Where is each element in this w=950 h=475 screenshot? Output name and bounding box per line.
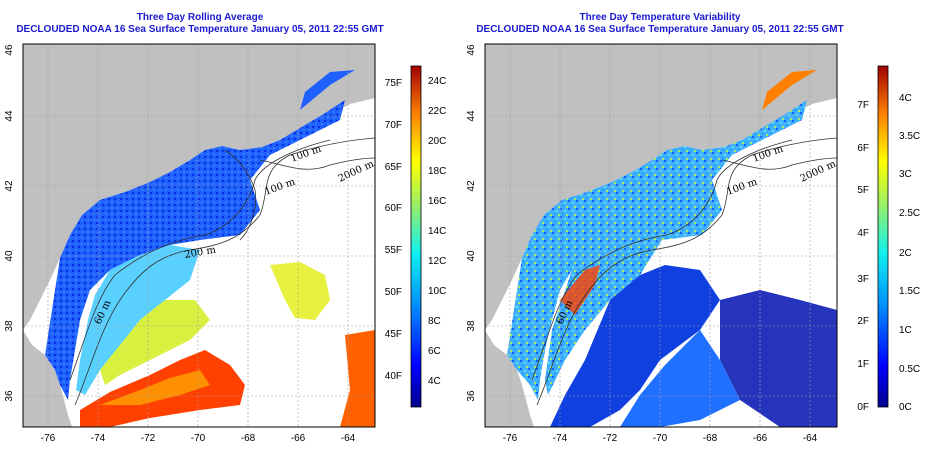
left-map-gridlines xyxy=(23,44,375,427)
right-colorbar-c-label: 3.5C xyxy=(899,131,920,142)
right-lat-label-36: 36 xyxy=(466,390,477,402)
left-colorbar-f-label: 50F xyxy=(385,287,402,298)
right-colorbar: 7F 6F 5F 4F 3F 2F 1F 0F 4C 3.5C 3C 2.5C … xyxy=(857,65,920,413)
left-lon-label-76: -76 xyxy=(41,433,56,444)
right-colorbar-f-label: 3F xyxy=(857,274,869,285)
left-lon-label-64: -64 xyxy=(341,433,356,444)
right-colorbar-c-label: 0C xyxy=(899,402,912,413)
left-lon-label-74: -74 xyxy=(91,433,106,444)
right-lon-label-64: -64 xyxy=(803,433,818,444)
left-lat-label-44: 44 xyxy=(4,110,15,122)
left-lon-label-68: -68 xyxy=(241,433,256,444)
right-lat-label-38: 38 xyxy=(466,320,477,332)
left-colorbar-f-label: 40F xyxy=(385,371,402,382)
right-colorbar-c-label: 1C xyxy=(899,325,912,336)
left-lat-label-42: 42 xyxy=(4,180,15,192)
left-lon-label-66: -66 xyxy=(291,433,306,444)
right-map: 100 m 2000 m 100 m 60 m -76 -74 -72 -70 … xyxy=(466,43,838,444)
left-lat-label-40: 40 xyxy=(4,250,15,262)
left-colorbar-f-label: 55F xyxy=(385,245,402,256)
right-lon-label-76: -76 xyxy=(503,433,518,444)
left-colorbar-c-label: 16C xyxy=(428,196,446,207)
right-colorbar-c-label: 2C xyxy=(899,248,912,259)
right-colorbar-c-label: 2.5C xyxy=(899,208,920,219)
left-lat-label-38: 38 xyxy=(4,320,15,332)
left-lon-label-72: -72 xyxy=(141,433,156,444)
left-lon-label-70: -70 xyxy=(191,433,206,444)
right-lon-label-74: -74 xyxy=(553,433,568,444)
left-colorbar: 75F 70F 65F 60F 55F 50F 45F 40F 24C 22C … xyxy=(385,65,446,408)
right-lon-label-68: -68 xyxy=(703,433,718,444)
right-panel-title-line2: DECLOUDED NOAA 16 Sea Surface Temperatur… xyxy=(476,24,844,35)
right-land-mass xyxy=(485,44,837,330)
right-colorbar-f-label: 2F xyxy=(857,316,869,327)
left-colorbar-f-label: 75F xyxy=(385,78,402,89)
right-lat-label-40: 40 xyxy=(466,250,477,262)
right-colorbar-f-label: 5F xyxy=(857,185,869,196)
left-colorbar-c-label: 12C xyxy=(428,256,446,267)
left-colorbar-c-label: 20C xyxy=(428,136,446,147)
right-colorbar-f-label: 4F xyxy=(857,228,869,239)
left-colorbar-c-label: 14C xyxy=(428,226,446,237)
right-colorbar-f-label: 7F xyxy=(857,100,869,111)
right-colorbar-f-label: 0F xyxy=(857,402,869,413)
right-colorbar-f-label: 1F xyxy=(857,359,869,370)
right-colorbar-c-label: 3C xyxy=(899,169,912,180)
right-lat-label-42: 42 xyxy=(466,180,477,192)
left-panel-title-line2: DECLOUDED NOAA 16 Sea Surface Temperatur… xyxy=(16,24,384,35)
right-lon-label-66: -66 xyxy=(753,433,768,444)
left-lat-label-46: 46 xyxy=(4,44,15,56)
left-map: 100 m 2000 m 100 m 200 m 60 m -76 -74 -7… xyxy=(4,43,376,444)
left-colorbar-c-label: 4C xyxy=(428,376,441,387)
left-colorbar-c-label: 8C xyxy=(428,316,441,327)
right-variability-field xyxy=(507,100,807,400)
left-colorbar-c-label: 10C xyxy=(428,286,446,297)
left-colorbar-f-label: 65F xyxy=(385,162,402,173)
right-map-gridlines xyxy=(485,44,837,427)
left-colorbar-f-label: 60F xyxy=(385,203,402,214)
right-colorbar-f-label: 6F xyxy=(857,143,869,154)
left-panel-title-line1: Three Day Rolling Average xyxy=(136,12,264,23)
left-colorbar-c-label: 18C xyxy=(428,166,446,177)
left-lat-label-36: 36 xyxy=(4,390,15,402)
right-lon-label-72: -72 xyxy=(603,433,618,444)
left-colorbar-c-label: 22C xyxy=(428,106,446,117)
left-colorbar-c-label: 24C xyxy=(428,76,446,87)
left-land-mass xyxy=(23,44,375,330)
right-panel-title-line1: Three Day Temperature Variability xyxy=(579,12,741,23)
right-lon-label-70: -70 xyxy=(653,433,668,444)
left-colorbar-f-label: 70F xyxy=(385,120,402,131)
left-colorbar-f-label: 45F xyxy=(385,329,402,340)
left-colorbar-c-label: 6C xyxy=(428,346,441,357)
right-lat-label-46: 46 xyxy=(466,44,477,56)
right-colorbar-c-label: 1.5C xyxy=(899,286,920,297)
right-colorbar-c-label: 4C xyxy=(899,93,912,104)
left-coastal-cold-water xyxy=(45,100,345,400)
right-lat-label-44: 44 xyxy=(466,110,477,122)
right-colorbar-c-label: 0.5C xyxy=(899,364,920,375)
